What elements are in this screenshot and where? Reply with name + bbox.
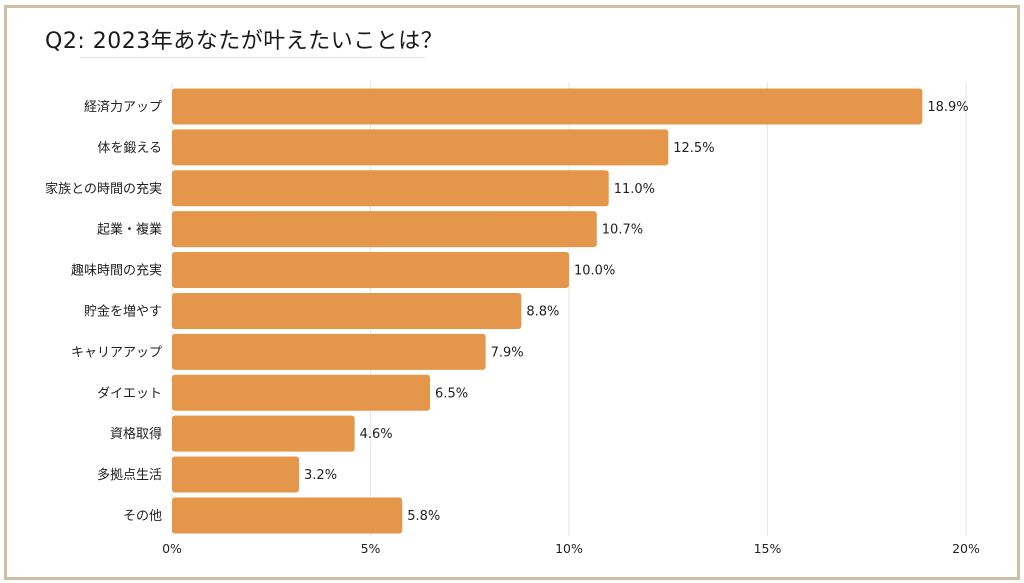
bar-7 xyxy=(172,333,486,370)
bar-8 xyxy=(172,374,431,411)
bar-4 xyxy=(172,211,597,248)
bar-11 xyxy=(172,497,403,534)
x-tick-label: 20% xyxy=(952,541,980,556)
value-label: 4.6% xyxy=(360,427,393,442)
value-label: 8.8% xyxy=(526,304,559,319)
x-tick-label: 10% xyxy=(555,541,583,556)
category-label: 多拠点生活 xyxy=(97,467,162,483)
x-tick-label: 5% xyxy=(361,541,381,556)
category-label: 起業・複業 xyxy=(97,222,162,238)
category-label: 貯金を増やす xyxy=(84,303,162,319)
value-label: 10.7% xyxy=(602,223,643,238)
bar-10 xyxy=(172,456,300,493)
value-label: 5.8% xyxy=(407,509,440,524)
bar-1 xyxy=(172,88,923,125)
value-label: 12.5% xyxy=(673,141,714,156)
x-tick-label: 0% xyxy=(162,541,182,556)
value-label: 3.2% xyxy=(304,468,337,483)
x-tick-label: 15% xyxy=(754,541,782,556)
bar-6 xyxy=(172,292,522,329)
category-label: キャリアアップ xyxy=(71,345,162,360)
title-underline xyxy=(80,57,425,58)
category-label: その他 xyxy=(123,509,162,524)
bar-9 xyxy=(172,415,355,452)
bar-3 xyxy=(172,170,609,207)
bar-5 xyxy=(172,252,569,289)
category-label: ダイエット xyxy=(97,386,162,401)
bar-2 xyxy=(172,129,669,166)
value-label: 10.0% xyxy=(574,264,615,279)
value-label: 11.0% xyxy=(614,182,655,197)
bars xyxy=(172,88,923,534)
value-label: 7.9% xyxy=(491,345,524,360)
category-label: 経済力アップ xyxy=(84,99,162,115)
category-label: 体を鍛える xyxy=(97,141,162,156)
category-label: 家族との時間の充実 xyxy=(45,181,162,197)
labels: 0% 5% 10% 15% 20% 経済力アップ 18.9% 体を鍛える 12.5% 家族との時間… xyxy=(45,99,980,556)
category-label: 趣味時間の充実 xyxy=(71,263,162,279)
chart-title: Q2: 2023年あなたが叶えたいことは？ xyxy=(45,29,444,54)
value-label: 18.9% xyxy=(927,100,968,115)
category-label: 資格取得 xyxy=(110,426,162,442)
value-label: 6.5% xyxy=(435,386,468,401)
